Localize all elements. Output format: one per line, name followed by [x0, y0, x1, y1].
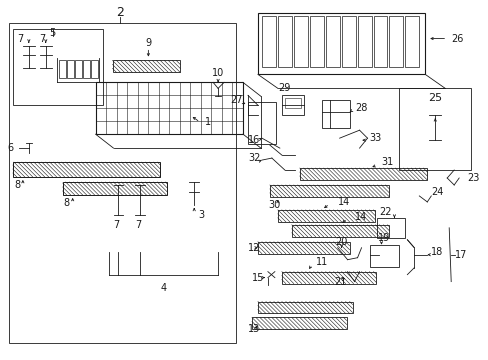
Text: 3: 3 — [198, 210, 204, 220]
Text: 12: 12 — [247, 243, 260, 253]
Bar — [357, 15, 371, 67]
Bar — [262, 15, 275, 67]
Text: 7: 7 — [17, 33, 23, 44]
Bar — [321, 100, 349, 128]
Text: 18: 18 — [430, 247, 443, 257]
Bar — [277, 15, 291, 67]
Bar — [377, 218, 405, 238]
Bar — [247, 102, 275, 144]
Bar — [373, 15, 386, 67]
Bar — [405, 15, 419, 67]
Text: 8: 8 — [63, 198, 70, 208]
Text: 5: 5 — [49, 28, 56, 37]
Bar — [281, 95, 303, 115]
Bar — [399, 88, 470, 170]
Bar — [309, 15, 323, 67]
Text: 25: 25 — [427, 93, 442, 103]
Text: 1: 1 — [205, 117, 211, 127]
Bar — [112, 60, 180, 72]
Text: 6: 6 — [7, 143, 13, 153]
Text: 10: 10 — [211, 68, 224, 78]
Bar — [82, 60, 89, 78]
Bar — [285, 98, 300, 108]
Text: 7: 7 — [40, 33, 46, 44]
Text: 23: 23 — [466, 173, 479, 183]
Bar — [9, 23, 236, 343]
Text: 31: 31 — [381, 157, 393, 167]
Text: 9: 9 — [145, 37, 151, 48]
Text: 24: 24 — [430, 187, 443, 197]
Bar — [388, 15, 403, 67]
Bar — [269, 185, 388, 197]
Text: 14: 14 — [337, 197, 349, 207]
Bar — [13, 28, 102, 105]
Text: 22: 22 — [379, 207, 391, 217]
Text: 14: 14 — [354, 212, 366, 222]
Text: 30: 30 — [267, 200, 280, 210]
Bar — [281, 272, 376, 284]
Text: 4: 4 — [160, 283, 166, 293]
Bar — [258, 302, 352, 314]
Bar — [258, 13, 425, 75]
Bar — [75, 60, 81, 78]
Bar — [299, 168, 427, 180]
Bar — [90, 60, 98, 78]
Text: 15: 15 — [251, 273, 264, 283]
Bar — [258, 242, 349, 254]
Text: 7: 7 — [135, 220, 141, 230]
Bar — [277, 210, 375, 222]
Text: 27: 27 — [229, 95, 242, 105]
Text: 19: 19 — [377, 233, 389, 243]
Bar — [13, 162, 160, 177]
Text: 13: 13 — [247, 324, 260, 334]
Text: 11: 11 — [315, 257, 327, 267]
Text: 8: 8 — [14, 180, 20, 190]
Text: 26: 26 — [450, 33, 463, 44]
Text: 29: 29 — [278, 84, 290, 93]
Bar — [59, 60, 65, 78]
Text: 17: 17 — [454, 250, 467, 260]
Bar — [369, 245, 399, 267]
Text: 2: 2 — [116, 6, 124, 19]
Bar — [291, 225, 388, 237]
Bar — [66, 60, 74, 78]
Bar — [95, 82, 243, 134]
Text: 7: 7 — [113, 220, 120, 230]
Text: 32: 32 — [247, 153, 260, 163]
Text: 16: 16 — [247, 135, 260, 145]
Bar — [293, 15, 307, 67]
Bar — [62, 182, 167, 195]
Text: 28: 28 — [355, 103, 367, 113]
Text: 21: 21 — [334, 276, 346, 287]
Bar — [341, 15, 355, 67]
Text: 20: 20 — [335, 237, 347, 247]
Text: 33: 33 — [369, 133, 381, 143]
Bar — [325, 15, 339, 67]
Bar — [251, 318, 346, 329]
